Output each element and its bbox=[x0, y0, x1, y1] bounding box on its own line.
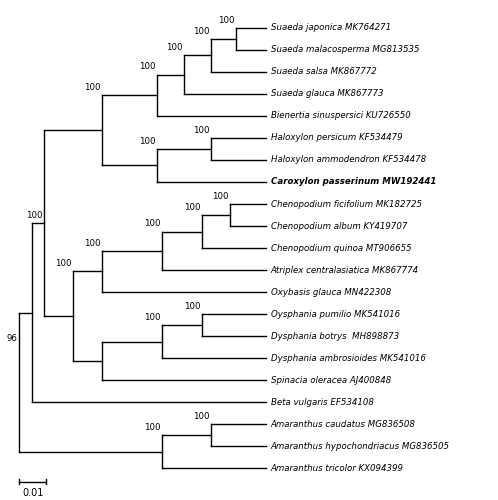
Text: Dysphania ambrosioides MK541016: Dysphania ambrosioides MK541016 bbox=[270, 354, 425, 362]
Text: 100: 100 bbox=[213, 192, 229, 200]
Text: 100: 100 bbox=[193, 26, 209, 36]
Text: 100: 100 bbox=[166, 43, 182, 52]
Text: Bienertia sinuspersici KU726550: Bienertia sinuspersici KU726550 bbox=[270, 112, 410, 120]
Text: Amaranthus tricolor KX094399: Amaranthus tricolor KX094399 bbox=[270, 464, 403, 473]
Text: Chenopodium ficifolium MK182725: Chenopodium ficifolium MK182725 bbox=[270, 200, 421, 208]
Text: Beta vulgaris EF534108: Beta vulgaris EF534108 bbox=[270, 398, 374, 406]
Text: Haloxylon persicum KF534479: Haloxylon persicum KF534479 bbox=[270, 134, 402, 142]
Text: 100: 100 bbox=[26, 211, 43, 220]
Text: Amaranthus caudatus MG836508: Amaranthus caudatus MG836508 bbox=[270, 420, 415, 429]
Text: 100: 100 bbox=[193, 126, 209, 134]
Text: Spinacia oleracea AJ400848: Spinacia oleracea AJ400848 bbox=[270, 376, 391, 384]
Text: Atriplex centralasiatica MK867774: Atriplex centralasiatica MK867774 bbox=[270, 266, 419, 274]
Text: 100: 100 bbox=[139, 136, 156, 145]
Text: Suaeda glauca MK867773: Suaeda glauca MK867773 bbox=[270, 90, 383, 98]
Text: 100: 100 bbox=[144, 423, 161, 432]
Text: 100: 100 bbox=[84, 238, 100, 248]
Text: Suaeda japonica MK764271: Suaeda japonica MK764271 bbox=[270, 24, 390, 32]
Text: 100: 100 bbox=[84, 83, 100, 92]
Text: 100: 100 bbox=[193, 412, 209, 421]
Text: 100: 100 bbox=[144, 219, 161, 228]
Text: Dysphania botrys  MH898873: Dysphania botrys MH898873 bbox=[270, 332, 399, 340]
Text: 100: 100 bbox=[218, 16, 235, 24]
Text: Suaeda salsa MK867772: Suaeda salsa MK867772 bbox=[270, 68, 376, 76]
Text: 100: 100 bbox=[144, 313, 161, 322]
Text: Haloxylon ammodendron KF534478: Haloxylon ammodendron KF534478 bbox=[270, 156, 426, 164]
Text: 100: 100 bbox=[139, 62, 156, 72]
Text: Caroxylon passerinum MW192441: Caroxylon passerinum MW192441 bbox=[270, 178, 436, 186]
Text: Oysphania pumilio MK541016: Oysphania pumilio MK541016 bbox=[270, 310, 400, 318]
Text: Suaeda malacosperma MG813535: Suaeda malacosperma MG813535 bbox=[270, 46, 419, 54]
Text: 0.01: 0.01 bbox=[22, 488, 43, 498]
Text: Chenopodium quinoa MT906655: Chenopodium quinoa MT906655 bbox=[270, 244, 411, 252]
Text: 100: 100 bbox=[55, 259, 72, 268]
Text: 100: 100 bbox=[184, 202, 200, 211]
Text: Chenopodium album KY419707: Chenopodium album KY419707 bbox=[270, 222, 407, 230]
Text: Oxybasis glauca MN422308: Oxybasis glauca MN422308 bbox=[270, 288, 391, 296]
Text: Amaranthus hypochondriacus MG836505: Amaranthus hypochondriacus MG836505 bbox=[270, 442, 450, 451]
Text: 96: 96 bbox=[7, 334, 18, 342]
Text: 100: 100 bbox=[184, 302, 200, 311]
